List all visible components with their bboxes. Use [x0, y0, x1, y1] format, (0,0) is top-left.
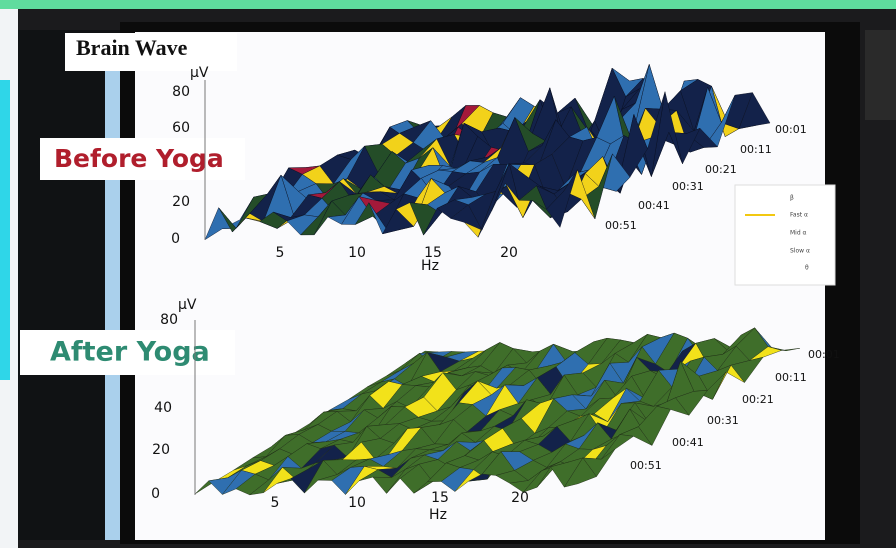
x-tick-label: 20: [500, 245, 518, 261]
y-tick-label: 0: [151, 486, 160, 502]
x-unit: Hz: [421, 258, 439, 274]
time-label: 00:41: [672, 436, 704, 449]
time-label: 00:51: [605, 219, 637, 232]
label-box: [20, 330, 235, 375]
x-tick-label: 10: [348, 245, 366, 261]
y-tick-label: 0: [171, 231, 180, 247]
time-label: 00:51: [630, 459, 662, 472]
y-tick-label: 40: [154, 400, 172, 416]
x-tick-label: 15: [431, 490, 449, 506]
y-tick-label: 80: [172, 84, 190, 100]
time-label: 00:31: [707, 414, 739, 427]
x-tick-label: 5: [276, 245, 285, 261]
y-unit: µV: [178, 297, 197, 313]
surfaces: [194, 63, 801, 496]
surface-facet: [546, 169, 578, 228]
time-label: 00:11: [740, 143, 772, 156]
top-strip: [0, 0, 896, 9]
title: Brain Wave: [76, 35, 188, 60]
time-label: 00:11: [775, 371, 807, 384]
legend-label: Fast α: [790, 212, 808, 219]
legend: [734, 184, 836, 286]
y-tick-label: 20: [172, 194, 190, 210]
y-tick-label: 20: [152, 442, 170, 458]
time-label: 00:01: [808, 348, 840, 361]
y-tick-label: 80: [160, 312, 178, 328]
legend-label: Slow α: [790, 248, 810, 255]
cyan-line: [0, 80, 10, 380]
x-tick-label: 15: [424, 245, 442, 261]
x-unit: Hz: [429, 507, 447, 523]
y-unit: µV: [190, 65, 209, 81]
time-label: 00:41: [638, 199, 670, 212]
time-label: 00:31: [672, 180, 704, 193]
x-tick-label: 5: [271, 495, 280, 511]
legend-label: θ: [805, 265, 809, 272]
surface-facet: [563, 457, 597, 488]
time-label: 00:21: [705, 163, 737, 176]
side-object: [865, 30, 896, 120]
time-label: 00:21: [742, 393, 774, 406]
panel-label: After Yoga: [50, 337, 210, 368]
time-label: 00:01: [775, 123, 807, 136]
x-tick-label: 10: [348, 495, 366, 511]
panel-label: Before Yoga: [54, 144, 224, 173]
label-box: [40, 138, 245, 180]
y-tick-label: 60: [172, 120, 190, 136]
title-box: [65, 33, 237, 71]
legend-label: β: [790, 195, 794, 202]
legend-label: Mid α: [790, 230, 807, 237]
x-tick-label: 20: [511, 490, 529, 506]
